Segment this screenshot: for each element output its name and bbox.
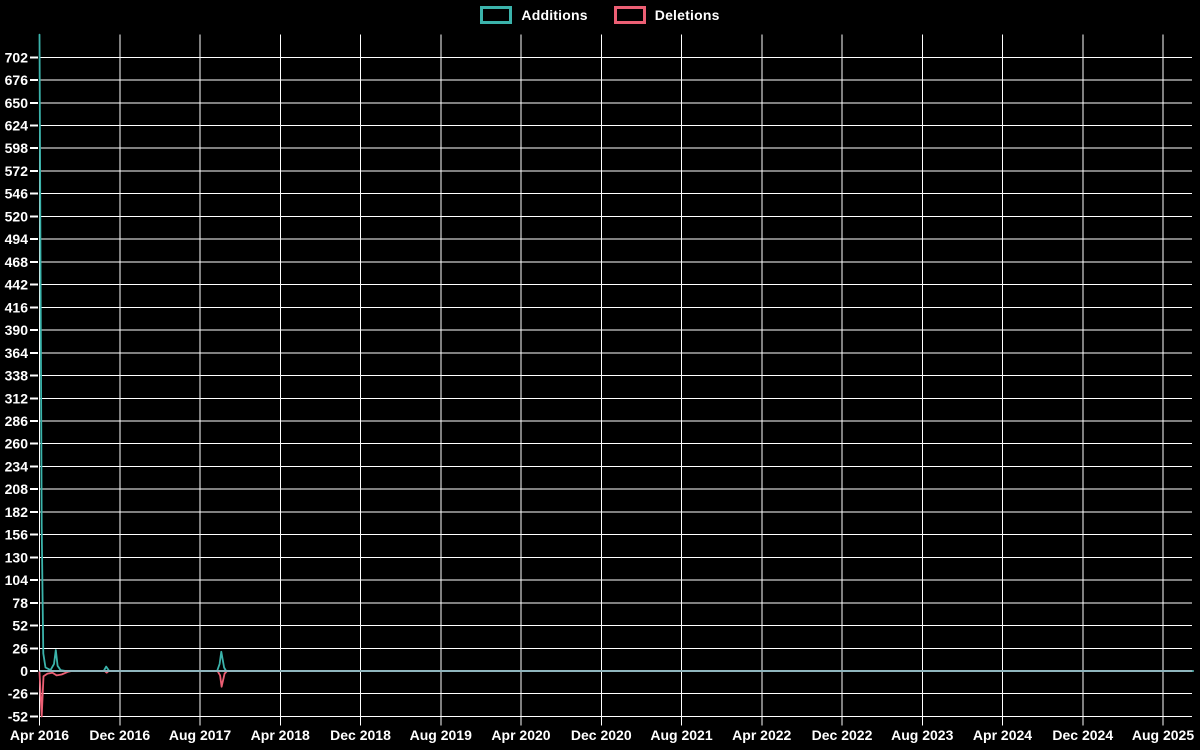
x-tick-label: Aug 2023 bbox=[891, 727, 953, 743]
x-tick-label: Aug 2017 bbox=[169, 727, 231, 743]
additions-swatch-icon bbox=[480, 6, 513, 24]
legend-label-additions: Additions bbox=[521, 7, 588, 23]
y-tick-label: 52 bbox=[12, 618, 28, 634]
x-tick-label: Dec 2020 bbox=[571, 727, 632, 743]
y-tick-label: 234 bbox=[5, 458, 29, 474]
y-tick-label: 702 bbox=[5, 49, 29, 65]
x-tick-label: Dec 2022 bbox=[812, 727, 873, 743]
y-tick-label: 338 bbox=[5, 368, 29, 384]
y-tick-label: 676 bbox=[5, 72, 29, 88]
y-tick-label: 650 bbox=[5, 95, 29, 111]
legend-label-deletions: Deletions bbox=[654, 7, 720, 23]
x-tick-label: Apr 2024 bbox=[973, 727, 1032, 743]
x-axis-labels: Apr 2016 Dec 2016 Aug 2017 Apr 2018 Dec 2018… bbox=[10, 727, 1194, 743]
x-tick-label: Apr 2018 bbox=[251, 727, 310, 743]
y-tick-label: 546 bbox=[5, 186, 29, 202]
y-tick-label: 260 bbox=[5, 436, 29, 452]
y-axis-labels: -52 -26 0 26 52 78 104 130 156 182 208 234 260 286 312… bbox=[5, 49, 29, 724]
y-tick-label: 156 bbox=[5, 527, 29, 543]
y-tick-label: 494 bbox=[5, 231, 29, 247]
y-tick-label: 312 bbox=[5, 390, 29, 406]
y-tick-label: 208 bbox=[5, 481, 29, 497]
deletions-swatch-icon bbox=[613, 6, 646, 24]
y-tick-label: 520 bbox=[5, 208, 29, 224]
x-tick-label: Aug 2025 bbox=[1132, 727, 1194, 743]
x-tick-label: Dec 2024 bbox=[1052, 727, 1113, 743]
y-tick-label: 78 bbox=[12, 595, 28, 611]
y-tick-label: 130 bbox=[5, 549, 29, 565]
y-tick-label: 182 bbox=[5, 504, 29, 520]
x-tick-label: Aug 2019 bbox=[410, 727, 472, 743]
y-tick-label: -26 bbox=[8, 686, 28, 702]
y-tick-label: -52 bbox=[8, 708, 28, 724]
x-tick-label: Dec 2018 bbox=[330, 727, 391, 743]
y-tick-label: 598 bbox=[5, 140, 29, 156]
y-tick-label: 0 bbox=[20, 663, 28, 679]
x-tick-label: Apr 2020 bbox=[491, 727, 550, 743]
y-tick-label: 442 bbox=[5, 277, 29, 293]
y-tick-label: 624 bbox=[5, 118, 29, 134]
x-tick-label: Apr 2016 bbox=[10, 727, 69, 743]
y-tick-label: 286 bbox=[5, 413, 29, 429]
gridlines bbox=[30, 34, 1192, 726]
x-tick-label: Aug 2021 bbox=[650, 727, 712, 743]
y-tick-label: 572 bbox=[5, 163, 29, 179]
x-tick-label: Apr 2022 bbox=[732, 727, 791, 743]
y-tick-label: 468 bbox=[5, 254, 29, 270]
y-tick-label: 416 bbox=[5, 299, 29, 315]
chart-legend: Additions Deletions bbox=[0, 6, 1200, 24]
y-tick-label: 364 bbox=[5, 345, 29, 361]
y-tick-label: 390 bbox=[5, 322, 29, 338]
x-tick-label: Dec 2016 bbox=[89, 727, 150, 743]
y-tick-label: 104 bbox=[5, 572, 29, 588]
legend-item-deletions[interactable]: Deletions bbox=[613, 6, 720, 24]
legend-item-additions[interactable]: Additions bbox=[480, 6, 588, 24]
y-tick-label: 26 bbox=[12, 640, 28, 656]
